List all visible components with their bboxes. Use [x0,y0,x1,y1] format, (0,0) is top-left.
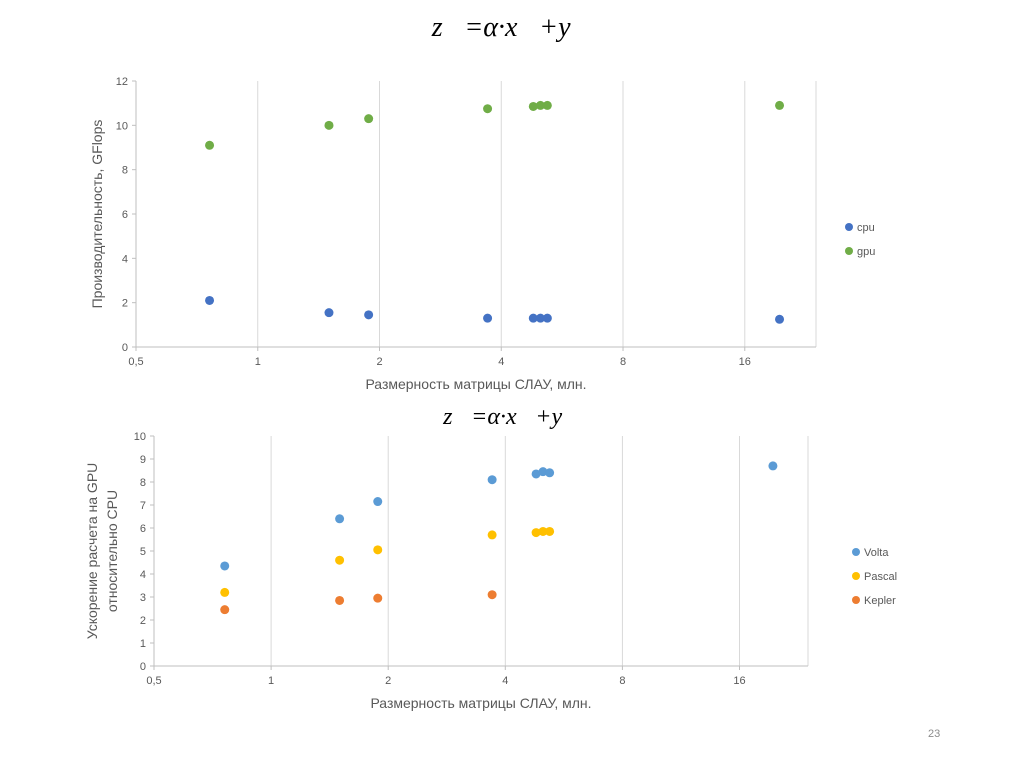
y-tick-label: 1 [140,638,146,650]
data-point-cpu [483,313,493,323]
x-tick-label: 16 [739,356,751,368]
data-point-gpu [535,100,545,110]
x-axis-title: Размерность матрицы СЛАУ, млн. [370,695,591,711]
data-point-kepler [487,590,497,600]
legend-label-volta: Volta [864,547,889,559]
data-point-gpu [364,114,374,124]
y-tick-label: 4 [122,253,128,265]
x-tick-label: 2 [385,675,391,687]
legend-marker-gpu [845,247,853,255]
y-tick-label: 8 [122,165,128,177]
data-point-pascal [335,555,345,565]
x-tick-label: 1 [255,356,261,368]
y-tick-label: 12 [116,76,128,88]
legend-label-kepler: Kepler [864,595,896,607]
x-tick-label: 4 [502,675,508,687]
legend-label-gpu: gpu [857,246,875,258]
x-tick-label: 16 [733,675,745,687]
y-tick-label: 6 [122,209,128,221]
y-tick-label: 10 [134,431,146,443]
data-point-volta [531,469,541,479]
y-tick-label: 4 [140,569,146,581]
legend-label-cpu: cpu [857,222,875,234]
data-point-kepler [373,593,383,603]
data-point-pascal [220,587,230,597]
data-point-volta [335,514,345,524]
data-point-kepler [335,595,345,605]
y-axis-title-line: Ускорение расчета на GPU [84,463,100,640]
y-tick-label: 6 [140,523,146,535]
data-point-gpu [542,100,552,110]
y-axis-title-line: относительно CPU [104,490,120,612]
data-point-cpu [364,310,374,320]
data-point-volta [373,497,383,507]
data-point-cpu [535,313,545,323]
y-tick-label: 0 [122,342,128,354]
data-point-cpu [528,313,538,323]
legend-marker-kepler [852,596,860,604]
y-axis-title: Производительность, GFlops [89,120,105,309]
data-point-volta [768,461,778,471]
data-point-pascal [531,528,541,538]
x-tick-label: 8 [619,675,625,687]
speedup-chart: 0 1 2 3 4 5 6 7 8 9 10 0,5 1 2 4 8 16 Размерность матрицы… [84,431,897,711]
data-point-kepler [220,605,230,615]
data-point-pascal [487,530,497,540]
x-tick-label: 1 [268,675,274,687]
formula-top: z⃗=α·x⃗+y⃗ [431,12,593,43]
legend-marker-cpu [845,223,853,231]
x-tick-label: 0,5 [146,675,161,687]
y-tick-label: 8 [140,477,146,489]
legend-marker-volta [852,548,860,556]
data-point-cpu [324,308,334,318]
x-tick-label: 8 [620,356,626,368]
y-tick-label: 2 [122,298,128,310]
y-tick-label: 10 [116,120,128,132]
y-tick-label: 7 [140,500,146,512]
data-point-gpu [775,100,785,110]
y-tick-label: 3 [140,592,146,604]
data-point-cpu [775,314,785,324]
y-tick-label: 5 [140,546,146,558]
data-point-pascal [538,526,548,536]
x-tick-label: 0,5 [128,356,143,368]
legend-label-pascal: Pascal [864,571,897,583]
data-point-gpu [483,104,493,114]
x-tick-label: 4 [498,356,504,368]
data-point-volta [487,475,497,485]
data-point-volta [538,467,548,477]
y-tick-label: 0 [140,661,146,673]
data-point-cpu [205,295,215,305]
page-number: 23 [928,728,941,740]
data-point-gpu [205,140,215,150]
y-tick-label: 9 [140,454,146,466]
legend-marker-pascal [852,572,860,580]
data-point-volta [220,561,230,571]
data-point-cpu [542,313,552,323]
data-point-gpu [324,120,334,130]
formula-bottom: z⃗=α·x⃗+y⃗ [443,404,581,430]
y-tick-label: 2 [140,615,146,627]
data-point-volta [545,468,555,478]
data-point-pascal [373,545,383,555]
data-point-pascal [545,526,555,536]
data-point-gpu [528,101,538,111]
x-tick-label: 2 [376,356,382,368]
x-axis-title: Размерность матрицы СЛАУ, млн. [365,376,586,392]
